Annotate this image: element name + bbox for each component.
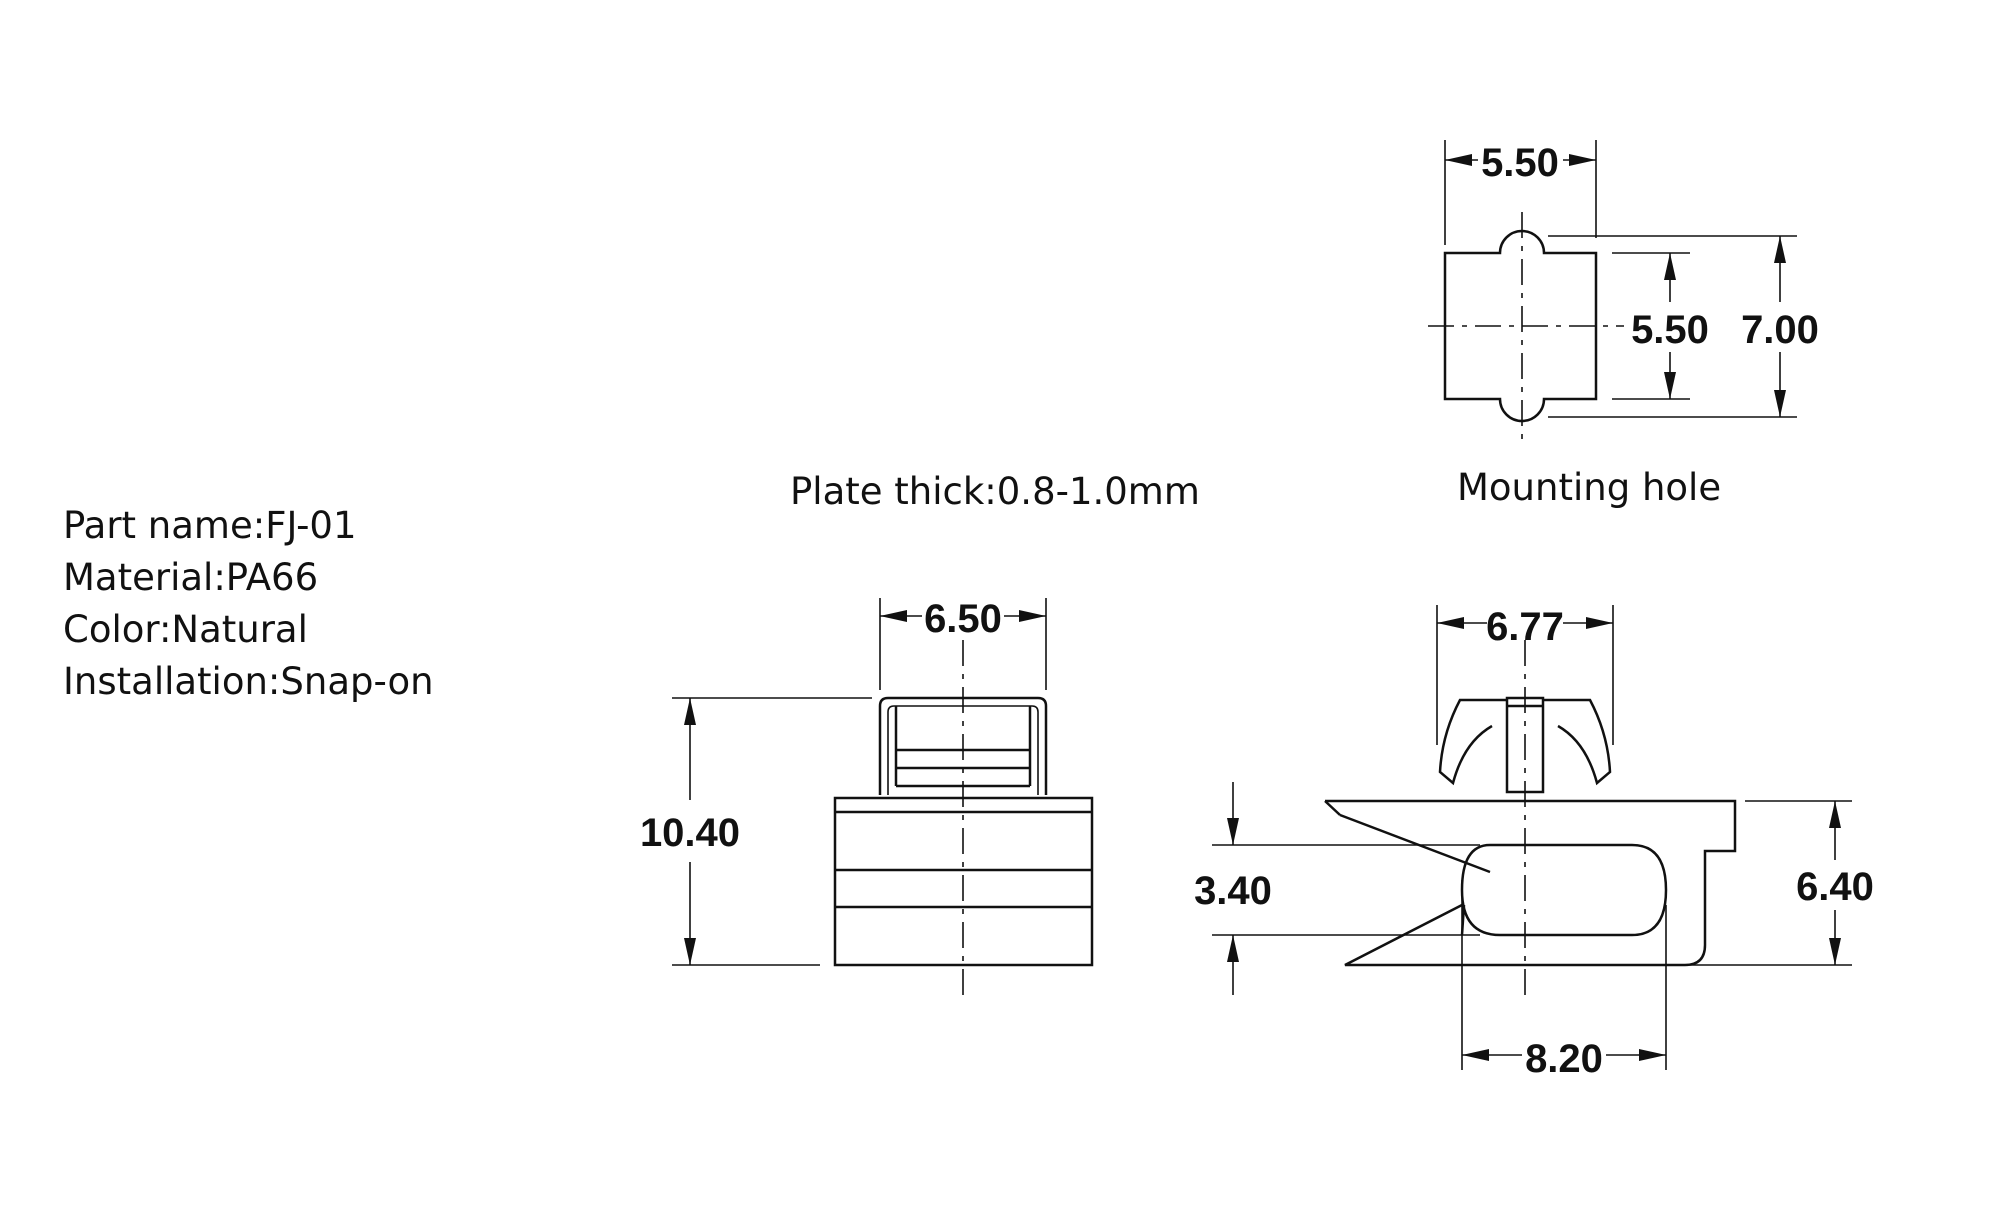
dim-side-gap: 3.40 xyxy=(1194,869,1272,913)
dim-hole-width: 5.50 xyxy=(1481,141,1559,185)
mounting-hole-view: 5.50 5.50 7.00 xyxy=(1428,140,1819,445)
side-view: 6.77 3.40 6.40 8.20 xyxy=(1194,605,1874,1081)
side-body xyxy=(1325,799,1737,967)
mounting-hole-outline xyxy=(1443,229,1598,423)
dim-hole-outer-height: 7.00 xyxy=(1741,308,1819,352)
dim-side-length: 8.20 xyxy=(1525,1037,1603,1081)
dim-side-top-width: 6.77 xyxy=(1486,605,1564,649)
spec-material: Material:PA66 xyxy=(63,556,319,599)
spec-part-name: Part name:FJ-01 xyxy=(63,504,357,547)
plate-thickness-caption: Plate thick:0.8-1.0mm xyxy=(790,470,1200,513)
dim-front-width: 6.50 xyxy=(924,597,1002,641)
dim-front-height: 10.40 xyxy=(640,811,740,855)
dim-side-height: 6.40 xyxy=(1796,865,1874,909)
mounting-hole-caption: Mounting hole xyxy=(1457,466,1722,509)
side-clip-leg-right xyxy=(1557,698,1612,786)
side-clip-leg-left xyxy=(1438,698,1493,786)
spec-color: Color:Natural xyxy=(63,608,308,651)
side-slot xyxy=(1460,843,1668,937)
front-view: 6.50 10.40 xyxy=(640,597,1094,995)
spec-list: Part name:FJ-01 Material:PA66 Color:Natu… xyxy=(63,500,434,708)
dim-hole-inner-height: 5.50 xyxy=(1631,308,1709,352)
spec-installation: Installation:Snap-on xyxy=(63,660,434,703)
